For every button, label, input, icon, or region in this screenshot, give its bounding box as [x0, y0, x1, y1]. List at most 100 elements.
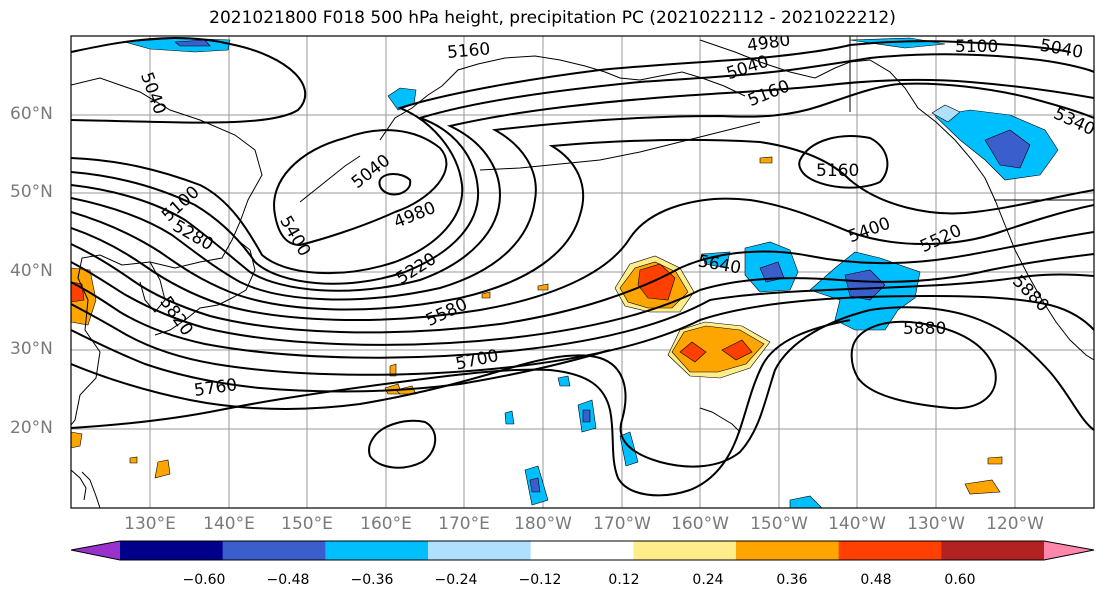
colorbar-tick-label: 0.12	[608, 572, 640, 588]
colorbar-tick-label: −0.24	[434, 572, 478, 588]
contour-line	[71, 253, 1094, 346]
precip-neg-blob	[789, 495, 823, 508]
contour-line	[378, 173, 412, 196]
contour-line	[71, 329, 611, 393]
contour-label: 5100	[955, 37, 998, 57]
colorbar-extension-low	[71, 541, 120, 560]
precip-pos-blob	[964, 479, 1001, 495]
contour-line	[850, 320, 997, 410]
contour-label: 5160	[816, 161, 859, 181]
colorbar-segment	[633, 541, 737, 560]
contour-line	[71, 53, 1094, 285]
precip-pos-blob	[389, 363, 397, 377]
precip-neg-blob	[557, 375, 571, 387]
lon-label-160e: 160°E	[360, 514, 412, 534]
colorbar	[70, 540, 1095, 561]
colorbar-extension-high	[1044, 541, 1094, 560]
contour-label: 5520	[917, 221, 965, 257]
colorbar-tick-label: 0.48	[860, 572, 892, 588]
precip-pos-blob	[987, 456, 1003, 465]
colorbar-tick-label: 0.60	[944, 572, 976, 588]
islands-kuril	[299, 155, 361, 203]
lon-label-170w: 170°W	[593, 514, 651, 534]
precip-pos-blob	[721, 339, 753, 361]
precip-pos-blob	[129, 456, 138, 464]
lon-label-180w: 180°W	[514, 514, 572, 534]
map-title: 2021021800 F018 500 hPa height, precipit…	[209, 8, 896, 28]
contour-line	[71, 273, 1094, 359]
colorbar-segment	[530, 541, 634, 560]
colorbar-tick-label: 0.36	[776, 572, 808, 588]
colorbar-tick-label: −0.36	[350, 572, 394, 588]
colorbar-segment	[222, 541, 326, 560]
contour-label: 5040	[1038, 36, 1084, 63]
precip-neg-blob	[844, 269, 886, 301]
contour-line	[273, 129, 448, 247]
precip-neg-blob	[504, 410, 515, 425]
precip-neg-blob	[174, 39, 211, 47]
lon-label-170e: 170°E	[438, 514, 490, 534]
precip-pos-blob	[154, 459, 171, 479]
precip-neg-blob	[582, 409, 591, 423]
coastlines	[71, 36, 1094, 508]
islands-aleutian	[479, 121, 761, 171]
contour-label: 4980	[746, 30, 792, 56]
contour-line	[71, 197, 1094, 322]
precip-pos-blob	[679, 341, 707, 363]
colorbar-outline	[70, 540, 1095, 561]
contour-line	[71, 37, 307, 124]
contour-line	[71, 231, 1094, 334]
colorbar-tick-label: −0.48	[266, 572, 310, 588]
colorbar-segment	[838, 541, 942, 560]
height-contours	[71, 37, 1094, 497]
lat-label-20n: 20°N	[10, 418, 53, 438]
contour-label: 5640	[696, 251, 742, 278]
gridlines	[71, 36, 1094, 508]
colorbar-segment	[120, 541, 224, 560]
coast-philippines	[71, 469, 87, 501]
contour-label: 5880	[903, 319, 946, 339]
colorbar-tick-label: 0.24	[692, 572, 724, 588]
colorbar-segment	[941, 541, 1045, 560]
contour-label: 5400	[275, 213, 314, 260]
contour-label: 5040	[348, 151, 394, 193]
lon-label-130e: 130°E	[124, 514, 176, 534]
precip-neg-blob	[529, 477, 541, 493]
lat-label-50n: 50°N	[10, 182, 53, 202]
contour-label: 5220	[393, 249, 440, 289]
precip-neg-blob	[931, 104, 961, 123]
lat-label-60n: 60°N	[10, 104, 53, 124]
coast-korea	[139, 261, 166, 313]
lon-label-150e: 150°E	[281, 514, 333, 534]
contour-line	[71, 40, 1071, 275]
map-frame	[70, 35, 1095, 509]
lon-label-120w: 120°W	[986, 514, 1044, 534]
colorbar-segment	[428, 541, 532, 560]
precip-pos-blob	[481, 291, 491, 299]
contour-label: 5040	[724, 52, 771, 84]
contour-line	[71, 78, 1094, 292]
contour-line	[71, 294, 1094, 376]
coast-taiwan	[81, 471, 101, 508]
contour-label: 5340	[1050, 104, 1098, 140]
colorbar-tick-label: −0.12	[518, 572, 562, 588]
lon-label-150w: 150°W	[750, 514, 808, 534]
precip-shading	[71, 37, 1059, 508]
precip-neg-blob	[984, 129, 1031, 169]
contour-label: 5040	[136, 70, 170, 117]
lat-label-40n: 40°N	[10, 261, 53, 281]
precip-pos-blob	[637, 263, 676, 301]
contour-line	[71, 138, 1094, 311]
lon-label-140e: 140°E	[203, 514, 255, 534]
contour-label: 5160	[446, 39, 491, 63]
precip-pos-blob	[71, 431, 83, 449]
colorbar-tick-label: −0.60	[182, 572, 226, 588]
precip-pos-blob	[759, 156, 773, 164]
coast-kamchatka	[379, 55, 746, 141]
lon-label-140w: 140°W	[828, 514, 886, 534]
coast-asia	[71, 77, 263, 426]
precip-pos-blob	[537, 283, 549, 291]
colorbar-segment	[325, 541, 429, 560]
lon-label-130w: 130°W	[907, 514, 965, 534]
